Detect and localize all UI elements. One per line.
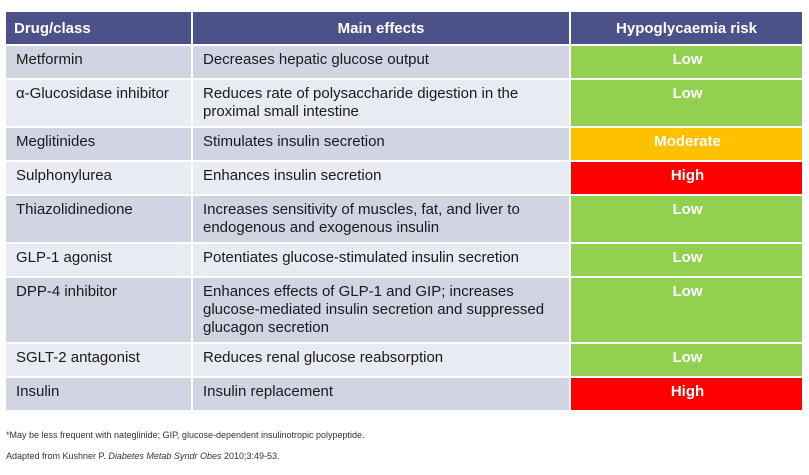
- effect-cell: Decreases hepatic glucose output: [193, 46, 569, 78]
- footnote-source: Adapted from Kushner P. Diabetes Metab S…: [6, 451, 280, 461]
- risk-cell: High: [571, 378, 802, 410]
- risk-cell: Low: [571, 278, 802, 342]
- footnote-abbreviations: *May be less frequent with nateglinide; …: [6, 430, 365, 440]
- drug-cell: Insulin: [6, 378, 191, 410]
- risk-cell: Low: [571, 244, 802, 276]
- risk-cell: Low: [571, 344, 802, 376]
- drug-effects-table: Drug/class Main effects Hypoglycaemia ri…: [4, 10, 804, 412]
- effect-cell: Increases sensitivity of muscles, fat, a…: [193, 196, 569, 242]
- drug-cell: Thiazolidinedione: [6, 196, 191, 242]
- risk-cell: Moderate: [571, 128, 802, 160]
- drug-cell: GLP-1 agonist: [6, 244, 191, 276]
- effect-cell: Reduces rate of polysaccharide digestion…: [193, 80, 569, 126]
- table-row: GLP-1 agonist Potentiates glucose-stimul…: [6, 244, 802, 276]
- header-row: Drug/class Main effects Hypoglycaemia ri…: [6, 12, 802, 44]
- table-row: Meglitinides Stimulates insulin secretio…: [6, 128, 802, 160]
- header-main-effects: Main effects: [193, 12, 569, 44]
- table-row: α-Glucosidase inhibitor Reduces rate of …: [6, 80, 802, 126]
- table-row: Sulphonylurea Enhances insulin secretion…: [6, 162, 802, 194]
- source-prefix: Adapted from Kushner P.: [6, 451, 109, 461]
- drug-cell: Meglitinides: [6, 128, 191, 160]
- drug-cell: Metformin: [6, 46, 191, 78]
- effect-cell: Stimulates insulin secretion: [193, 128, 569, 160]
- risk-cell: High: [571, 162, 802, 194]
- risk-cell: Low: [571, 46, 802, 78]
- table-row: Metformin Decreases hepatic glucose outp…: [6, 46, 802, 78]
- table-row: DPP-4 inhibitor Enhances effects of GLP-…: [6, 278, 802, 342]
- risk-cell: Low: [571, 196, 802, 242]
- effect-cell: Enhances insulin secretion: [193, 162, 569, 194]
- source-journal: Diabetes Metab Syndr Obes: [108, 451, 222, 461]
- table-row: Thiazolidinedione Increases sensitivity …: [6, 196, 802, 242]
- drug-cell: SGLT-2 antagonist: [6, 344, 191, 376]
- header-hypoglycaemia-risk: Hypoglycaemia risk: [571, 12, 802, 44]
- effect-cell: Reduces renal glucose reabsorption: [193, 344, 569, 376]
- source-suffix: 2010;3:49-53.: [221, 451, 280, 461]
- effect-cell: Potentiates glucose-stimulated insulin s…: [193, 244, 569, 276]
- drug-cell: DPP-4 inhibitor: [6, 278, 191, 342]
- table-row: Insulin Insulin replacement High: [6, 378, 802, 410]
- effect-cell: Insulin replacement: [193, 378, 569, 410]
- effect-cell: Enhances effects of GLP-1 and GIP; incre…: [193, 278, 569, 342]
- header-drug-class: Drug/class: [6, 12, 191, 44]
- table-row: SGLT-2 antagonist Reduces renal glucose …: [6, 344, 802, 376]
- drug-cell: α-Glucosidase inhibitor: [6, 80, 191, 126]
- drug-cell: Sulphonylurea: [6, 162, 191, 194]
- risk-cell: Low: [571, 80, 802, 126]
